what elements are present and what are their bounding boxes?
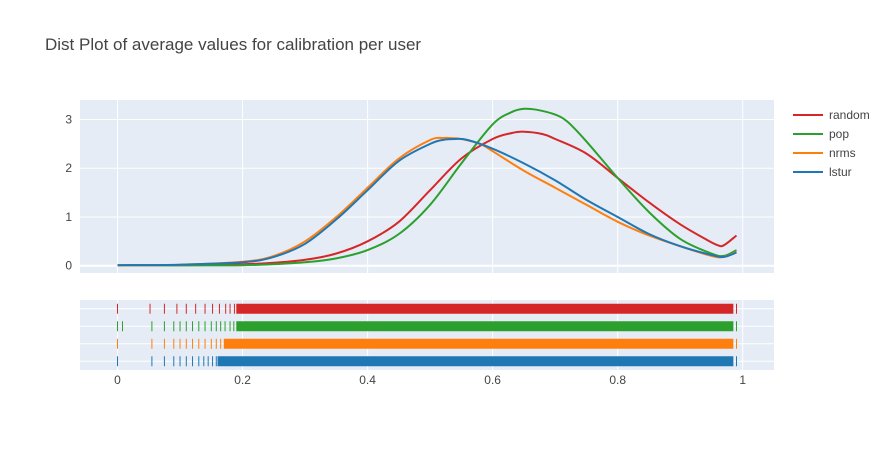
legend-item-random[interactable]: random [793,108,870,122]
rug-band [217,356,734,367]
rug-row-lstur [80,356,774,367]
x-tick-label: 0.4 [359,373,376,387]
y-axis-ticks: 0 1 2 3 [65,112,72,272]
legend-label: pop [829,127,849,141]
x-tick-label: 0.8 [609,373,626,387]
x-tick-label: 0.6 [484,373,501,387]
rug-band [223,338,734,349]
chart-title: Dist Plot of average values for calibrat… [45,35,421,54]
density-line-random [117,130,738,267]
legend-label: lstur [829,165,852,179]
x-tick-label: 0 [114,373,121,387]
x-axis-ticks: 0 0.2 0.4 0.6 0.8 1 [114,373,746,387]
rug-band [236,303,734,314]
legend-label: random [829,108,870,122]
legend-item-lstur[interactable]: lstur [793,165,852,179]
y-tick-label: 1 [65,210,72,224]
rug-row-pop [80,321,774,332]
x-tick-label: 1 [739,373,746,387]
legend-label: nrms [829,146,856,160]
main-plot-background [80,100,774,273]
y-tick-label: 0 [65,259,72,273]
density-line-lstur [117,137,737,267]
x-tick-label: 0.2 [234,373,251,387]
y-tick-label: 2 [65,161,72,175]
main-plot: 0 1 2 3 [65,100,774,273]
legend: random pop nrms lstur [793,108,870,179]
rug-row-random [80,303,774,314]
density-line-pop [117,107,737,267]
y-tick-label: 3 [65,112,72,126]
legend-item-nrms[interactable]: nrms [793,146,856,160]
density-lines [117,107,738,267]
rug-row-nrms [80,338,774,349]
rug-plot: 0 0.2 0.4 0.6 0.8 1 [80,300,774,387]
rug-marks [80,303,774,367]
rug-band [236,321,734,332]
legend-item-pop[interactable]: pop [793,127,849,141]
